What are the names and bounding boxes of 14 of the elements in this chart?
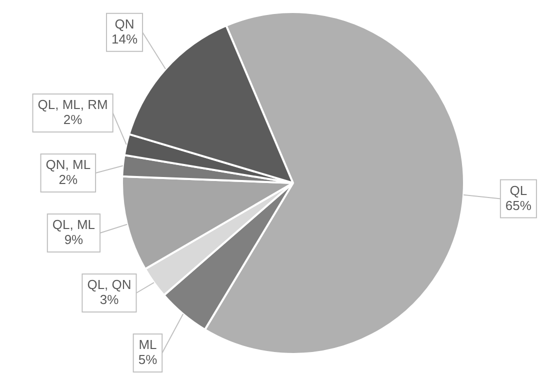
slice-label: QN, ML xyxy=(46,157,91,172)
data-label: 14% xyxy=(112,31,138,46)
data-label: 65% xyxy=(505,198,532,213)
slice-label: QL, ML, RM xyxy=(38,97,108,112)
data-label: 2% xyxy=(63,112,83,128)
slice-label: QL, ML xyxy=(52,217,96,232)
slice-label: ML xyxy=(138,337,157,352)
slice-label: QL xyxy=(510,182,528,198)
data-label: 9% xyxy=(64,232,84,248)
data-label: 5% xyxy=(138,352,158,368)
data-label: 3% xyxy=(100,292,120,308)
slice-label: QN xyxy=(114,16,134,32)
slice-label: QL, QN xyxy=(87,277,132,292)
data-label: 2% xyxy=(58,172,78,188)
